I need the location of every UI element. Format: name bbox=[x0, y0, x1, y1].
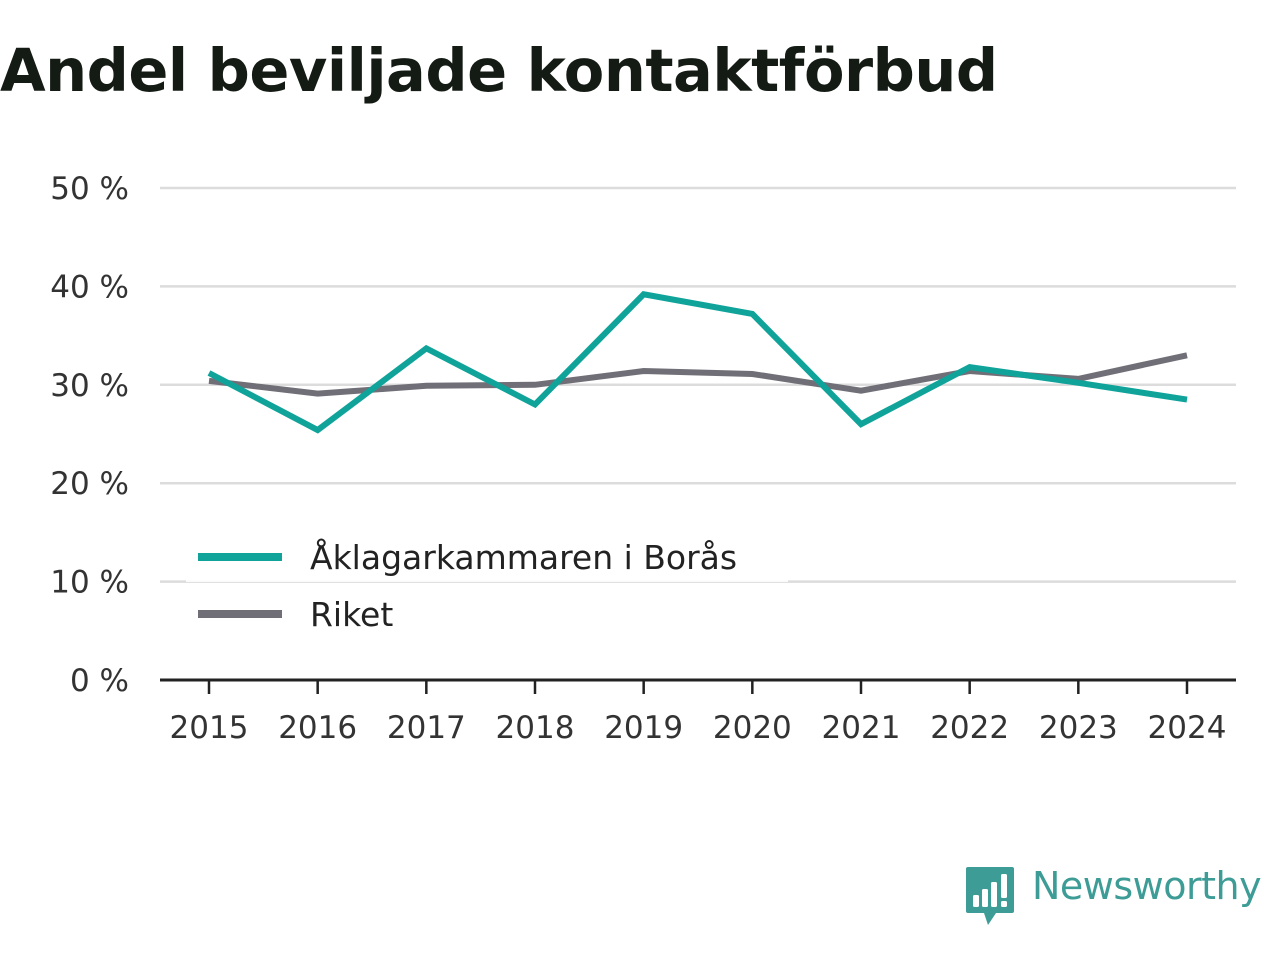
legend-background bbox=[186, 532, 788, 582]
x-tick-label: 2019 bbox=[604, 710, 683, 746]
x-tick-label: 2022 bbox=[930, 710, 1009, 746]
x-tick-label: 2018 bbox=[496, 710, 575, 746]
brand-logo: Newsworthy bbox=[964, 864, 1262, 928]
legend: Åklagarkammaren i Borås Riket bbox=[186, 532, 788, 634]
y-tick-label: 30 % bbox=[50, 368, 129, 404]
x-tick-label: 2021 bbox=[822, 710, 901, 746]
newsworthy-logo-icon bbox=[966, 867, 1014, 925]
line-chart: 0 % 10 % 20 % 30 % 40 % 50 % 2015 2016 2017 2018… bbox=[50, 171, 1236, 746]
brand-name: Newsworthy bbox=[1032, 864, 1262, 908]
x-tick-label: 2024 bbox=[1148, 710, 1227, 746]
x-tick-label: 2015 bbox=[170, 710, 249, 746]
series-lines bbox=[207, 291, 1188, 434]
chart-title: Andel beviljade kontaktförbud bbox=[0, 36, 998, 105]
x-tick-label: 2016 bbox=[278, 710, 357, 746]
legend-label: Åklagarkammaren i Borås bbox=[310, 537, 737, 577]
x-tick-label: 2020 bbox=[713, 710, 792, 746]
y-tick-label: 40 % bbox=[50, 269, 129, 305]
y-tick-label: 0 % bbox=[70, 663, 129, 699]
y-tick-label: 10 % bbox=[50, 565, 129, 601]
x-tick-label: 2023 bbox=[1039, 710, 1118, 746]
x-axis: 2015 2016 2017 2018 2019 2020 2021 2022 2023 2024 bbox=[160, 678, 1236, 746]
y-tick-label: 20 % bbox=[50, 466, 129, 502]
y-tick-label: 50 % bbox=[50, 171, 129, 207]
legend-label: Riket bbox=[310, 595, 393, 634]
y-axis: 0 % 10 % 20 % 30 % 40 % 50 % bbox=[50, 171, 129, 699]
series-line-0 bbox=[207, 291, 1188, 434]
x-tick-label: 2017 bbox=[387, 710, 466, 746]
